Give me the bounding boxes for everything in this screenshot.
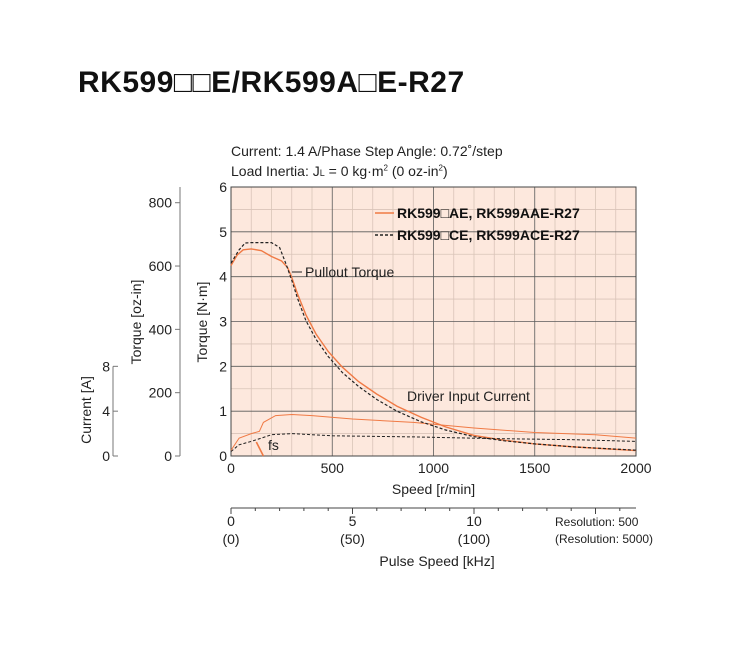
x-tick-label: 1000 <box>418 460 449 476</box>
ozin-tick-label: 400 <box>149 321 173 337</box>
current-tick-label: 0 <box>102 448 110 464</box>
pulse-subtick-label: (100) <box>458 531 491 547</box>
ozin-tick-label: 600 <box>149 258 173 274</box>
y-tick-label-nm: 5 <box>219 224 227 240</box>
current-tick-label: 8 <box>102 358 110 374</box>
y-tick-label-nm: 1 <box>219 403 227 419</box>
pulse-subtick-label: (50) <box>340 531 365 547</box>
series-torque-line <box>230 248 637 452</box>
x-tick-label: 500 <box>321 460 345 476</box>
fs-label: fs <box>268 437 279 453</box>
x-tick-label: 0 <box>227 460 235 476</box>
pulse-tick-label: 0 <box>227 513 235 529</box>
resolution-5000: (Resolution: 5000) <box>555 532 654 546</box>
pullout-label: Pullout Torque <box>305 264 394 280</box>
pulse-tick-label: 5 <box>349 513 357 529</box>
x-tick-label: 2000 <box>620 460 651 476</box>
y-tick-label-nm: 6 <box>219 179 227 195</box>
x-axis-label: Speed [r/min] <box>392 481 475 497</box>
ozin-tick-label: 0 <box>164 448 172 464</box>
ozin-tick-label: 200 <box>149 385 173 401</box>
y-axis-label-ozin: Torque [oz-in] <box>128 280 144 365</box>
legend-label: RK599□AE, RK599AAE-R27 <box>397 205 580 221</box>
conditions-line-1: Current: 1.4 A/Phase Step Angle: 0.72˚/s… <box>231 143 503 159</box>
y-tick-label-nm: 4 <box>219 269 227 285</box>
driver-current-label: Driver Input Current <box>407 388 530 404</box>
y-tick-label-nm: 0 <box>219 448 227 464</box>
resolution-500: Resolution: 500 <box>555 515 639 529</box>
current-tick-label: 4 <box>102 403 110 419</box>
pulse-subtick-label: (0) <box>222 531 239 547</box>
conditions-line-2: Load Inertia: JL = 0 kg·m2 (0 oz-in2) <box>231 163 448 179</box>
pulse-axis-label: Pulse Speed [kHz] <box>379 553 494 569</box>
y-tick-label-nm: 2 <box>219 358 227 374</box>
series-current-line <box>230 413 637 451</box>
y-axis-label-current: Current [A] <box>78 376 94 444</box>
page-title: RK599□□E/RK599A□E-R27 <box>78 66 465 99</box>
x-tick-label: 1500 <box>519 460 550 476</box>
plot-frame <box>230 186 637 457</box>
y-tick-label-nm: 3 <box>219 314 227 330</box>
legend-label: RK599□CE, RK599ACE-R27 <box>397 227 580 243</box>
y-axis-label-nm: Torque [N·m] <box>194 282 210 363</box>
fs-marker <box>255 441 265 457</box>
pulse-tick-label: 10 <box>466 513 482 529</box>
ozin-tick-label: 800 <box>149 195 173 211</box>
